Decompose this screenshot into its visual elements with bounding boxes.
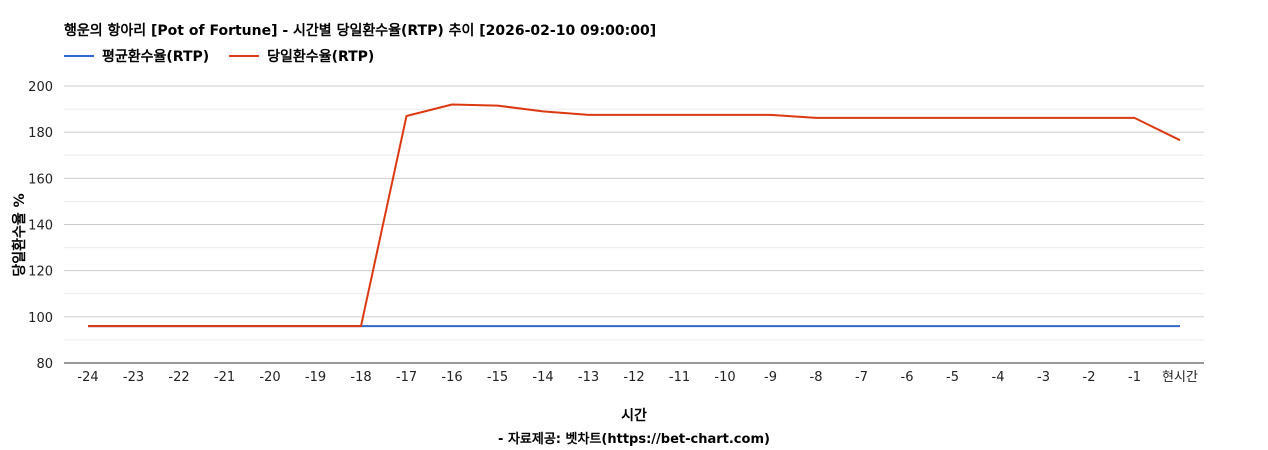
y-tick-label: 200 bbox=[28, 80, 53, 95]
x-tick-label: -9 bbox=[764, 370, 777, 385]
x-tick-label: -2 bbox=[1083, 370, 1096, 385]
x-tick-label: -6 bbox=[901, 370, 914, 385]
x-tick-label: -24 bbox=[77, 370, 98, 385]
x-tick-label: 현시간 bbox=[1162, 370, 1198, 385]
legend: 평균환수율(RTP) 당일환수율(RTP) bbox=[64, 46, 394, 66]
x-tick-label: -4 bbox=[992, 370, 1005, 385]
x-tick-label: -13 bbox=[578, 370, 599, 385]
x-tick-label: -19 bbox=[305, 370, 326, 385]
x-tick-label: -8 bbox=[810, 370, 823, 385]
x-tick-label: -5 bbox=[946, 370, 959, 385]
y-tick-label: 180 bbox=[28, 126, 53, 141]
legend-label-average: 평균환수율(RTP) bbox=[102, 49, 210, 65]
x-axis-label: 시간 bbox=[621, 408, 647, 424]
x-tick-label: -23 bbox=[123, 370, 144, 385]
x-tick-label: -17 bbox=[396, 370, 417, 385]
legend-swatch-average bbox=[64, 55, 94, 57]
legend-item-daily[interactable]: 당일환수율(RTP) bbox=[229, 46, 374, 66]
x-tick-label: -22 bbox=[168, 370, 189, 385]
x-tick-label: -10 bbox=[714, 370, 735, 385]
x-tick-label: -18 bbox=[350, 370, 371, 385]
source-credit: - 자료제공: 벳차트(https://bet-chart.com) bbox=[498, 432, 770, 447]
legend-label-daily: 당일환수율(RTP) bbox=[267, 49, 375, 65]
chart-title: 행운의 항아리 [Pot of Fortune] - 시간별 당일환수율(RTP… bbox=[64, 23, 657, 39]
y-tick-label: 120 bbox=[28, 265, 53, 280]
legend-swatch-daily bbox=[229, 55, 260, 57]
x-tick-label: -14 bbox=[532, 370, 553, 385]
y-tick-label: 160 bbox=[28, 172, 53, 187]
y-tick-label: 140 bbox=[28, 219, 53, 234]
x-tick-label: -16 bbox=[441, 370, 462, 385]
y-tick-label: 80 bbox=[36, 357, 53, 372]
legend-item-average[interactable]: 평균환수율(RTP) bbox=[64, 46, 209, 66]
x-tick-label: -7 bbox=[855, 370, 868, 385]
y-tick-label: 100 bbox=[28, 311, 53, 326]
x-tick-label: -21 bbox=[214, 370, 235, 385]
x-tick-label: -11 bbox=[669, 370, 690, 385]
x-tick-label: -12 bbox=[623, 370, 644, 385]
x-tick-label: -1 bbox=[1128, 370, 1141, 385]
x-tick-label: -15 bbox=[487, 370, 508, 385]
x-tick-label: -3 bbox=[1037, 370, 1050, 385]
series-line-daily bbox=[88, 103, 1181, 328]
x-tick-label: -20 bbox=[259, 370, 280, 385]
